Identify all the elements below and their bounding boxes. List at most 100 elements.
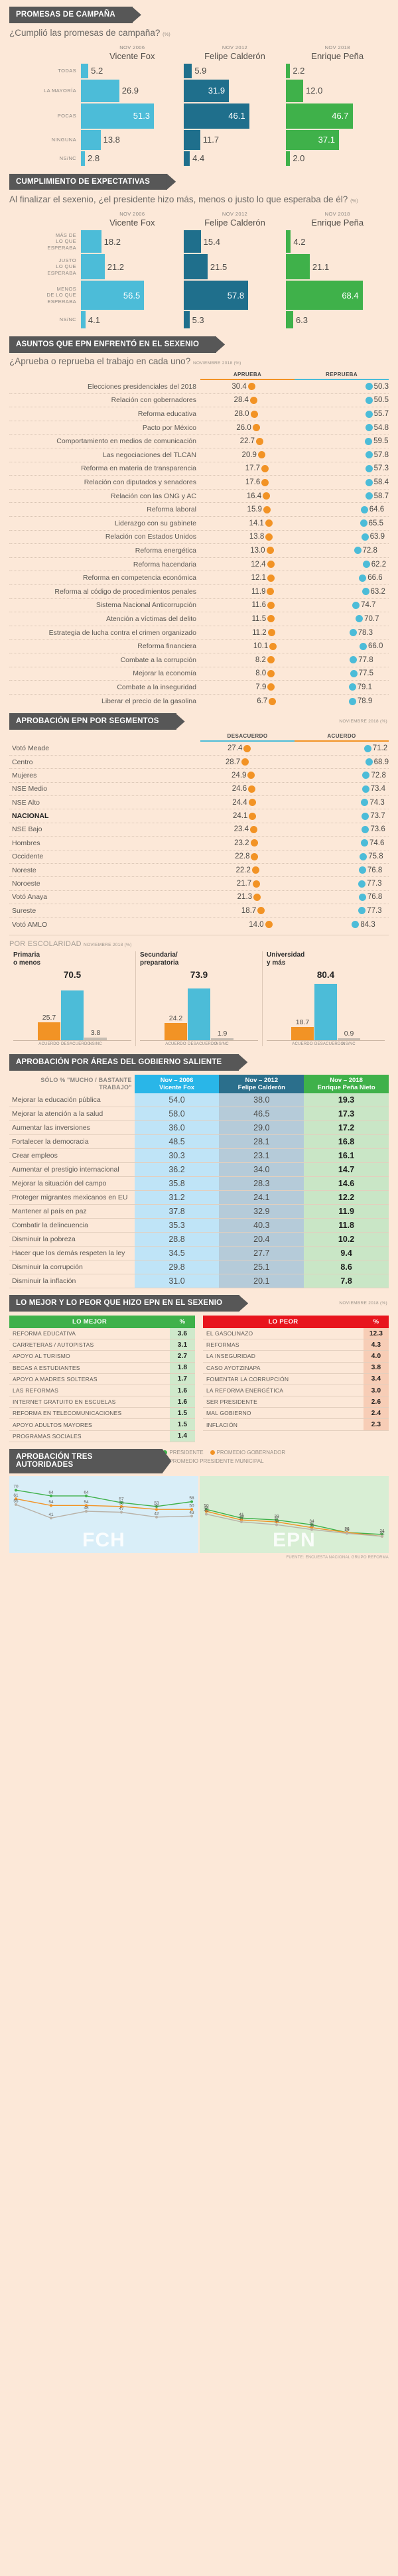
acuerdo-value: 76.8	[367, 893, 383, 902]
section7-banner: LO MEJOR Y LO PEOR QUE HIZO EPN EN EL SE…	[9, 1295, 240, 1312]
acuerdo-cell: 73.4	[295, 785, 389, 793]
desacuerdo-dot	[241, 758, 249, 766]
segment-label: Votó Anaya	[12, 893, 48, 902]
aprueba-cell: 14.1	[200, 519, 295, 527]
reprueba-dot	[350, 669, 358, 677]
area-value-pena: 12.2	[304, 1190, 389, 1205]
table-row: Mejorar la economía 8.0 77.5	[9, 667, 389, 681]
bar-row-label: JUSTO LO QUE ESPERABA	[47, 257, 76, 276]
area-value-pena: 10.2	[304, 1232, 389, 1247]
acuerdo-cell: 74.6	[295, 839, 389, 847]
area-value-fox: 28.8	[134, 1232, 220, 1247]
lo-peor-label: FOMENTAR LA CORRUPCIÓN	[203, 1373, 364, 1385]
lo-peor-label: EL GASOLINAZO	[203, 1327, 364, 1340]
lo-peor-value: 4.0	[364, 1350, 389, 1363]
bar: 46.7	[286, 103, 353, 129]
list-item: APOYO A MADRES SOLTERAS 1.7	[9, 1373, 195, 1385]
aprueba-dot	[267, 574, 275, 582]
aprueba-cell: 11.6	[200, 601, 295, 609]
escolaridad-bar-value: 25.7	[42, 1013, 56, 1022]
aprueba-dot	[267, 561, 275, 569]
aprueba-cell: 7.9	[200, 683, 295, 691]
area-value-fox: 48.5	[134, 1134, 220, 1149]
acuerdo-dot	[358, 907, 366, 915]
aprueba-dot	[265, 533, 273, 541]
area-label: Mejorar la atención a la salud	[12, 1110, 103, 1119]
acuerdo-dot	[362, 772, 370, 780]
column-name: Felipe Calderón	[204, 218, 265, 228]
area-value-calderon: 25.1	[219, 1260, 304, 1274]
section2-banner-row: CUMPLIMIENTO DE EXPECTATIVAS	[9, 173, 389, 190]
svg-text:64: 64	[48, 1491, 54, 1495]
table-row: Proteger migrantes mexicanos en EU 31.2 24…	[9, 1190, 389, 1205]
row-label: Reforma energética	[135, 546, 196, 555]
segment-label: Noroeste	[12, 880, 40, 888]
table-row: NSE Bajo 23.4 73.6	[9, 823, 389, 837]
row-label: Combate a la corrupción	[120, 655, 196, 664]
escolaridad-group: Secundaria/preparatoria 73.9 24.2 1.9 ACUERD…	[135, 951, 262, 1046]
reprueba-dot	[365, 478, 373, 486]
bar-row-label: TODAS	[58, 67, 76, 74]
bar-cell: 5.9	[183, 63, 287, 78]
escolaridad-bar-value: 24.2	[168, 1014, 183, 1023]
acuerdo-cell: 76.8	[295, 893, 389, 901]
table-row: Reforma al código de procedimientos pena…	[9, 585, 389, 599]
aprueba-value: 6.7	[257, 697, 268, 705]
section3-question: ¿Aprueba o reprueba el trabajo en cada u…	[9, 356, 389, 368]
section1-question: ¿Cumplió las promesas de campaña? (%)	[9, 28, 389, 39]
bar-cell: 26.9	[81, 79, 184, 102]
aprueba-dot	[267, 669, 275, 677]
reprueba-cell: 59.5	[295, 437, 389, 445]
svg-text:26: 26	[344, 1527, 350, 1532]
section2-banner: CUMPLIMIENTO DE EXPECTATIVAS	[9, 173, 168, 190]
reprueba-dot	[348, 683, 356, 691]
reprueba-cell: 66.0	[295, 642, 389, 650]
svg-text:22: 22	[379, 1530, 385, 1535]
aprueba-dot	[266, 547, 274, 555]
lo-mejor-label: APOYO ADULTOS MAYORES	[9, 1418, 170, 1431]
area-label: Disminuir la pobreza	[12, 1235, 76, 1244]
reprueba-value: 72.8	[362, 546, 377, 555]
escolaridad-bar: 18.7	[291, 1018, 314, 1040]
desacuerdo-dot	[251, 866, 259, 874]
lo-mejor-label: REFORMA EDUCATIVA	[9, 1327, 170, 1340]
aprueba-cell: 28.0	[200, 410, 295, 418]
aprueba-value: 17.6	[245, 478, 261, 486]
area-value-calderon: 23.1	[219, 1148, 304, 1163]
reprueba-cell: 58.7	[295, 492, 389, 500]
areas-head-fox: Nov – 2006 Vicente Fox	[134, 1074, 220, 1094]
reprueba-value: 77.5	[358, 669, 374, 678]
aprueba-value: 8.2	[255, 655, 266, 664]
escolaridad-headline: 73.9	[190, 969, 208, 980]
section3-banner-row: ASUNTOS QUE EPN ENFRENTÓ EN EL SEXENIO	[9, 336, 389, 353]
bar-row: LA MAYORÍA 26.9 31.9 12.0	[9, 79, 389, 102]
aprueba-value: 7.9	[255, 683, 267, 691]
reprueba-cell: 57.3	[295, 464, 389, 472]
reprueba-cell: 64.6	[295, 506, 389, 513]
desacuerdo-dot	[247, 772, 255, 780]
desacuerdo-dot	[251, 852, 259, 860]
aprueba-cell: 11.2	[200, 629, 295, 637]
aprueba-cell: 11.5	[200, 615, 295, 623]
acuerdo-value: 77.3	[367, 880, 382, 888]
desacuerdo-cell: 28.7	[200, 758, 295, 766]
list-item: PROGRAMAS SOCIALES 1.4	[9, 1430, 195, 1442]
bar-value: 21.2	[107, 261, 125, 272]
bar	[286, 230, 291, 253]
bar-value: 11.7	[202, 135, 220, 145]
desacuerdo-dot	[248, 799, 256, 807]
segment-label: NACIONAL	[12, 812, 49, 821]
bar: 31.9	[183, 79, 230, 102]
acuerdo-cell: 68.9	[295, 758, 389, 766]
bar: 57.8	[183, 281, 249, 310]
acuerdo-dot	[365, 758, 373, 766]
lo-mejor-value: 3.1	[170, 1339, 195, 1351]
aprueba-value: 11.6	[251, 601, 266, 610]
bar-row-label: MENOS DE LO QUE ESPERABA	[46, 285, 76, 305]
bar-value: 26.9	[121, 86, 139, 96]
lo-peor-label: LA INSEGURIDAD	[203, 1350, 364, 1363]
table-row: Atención a víctimas del delito 11.5 70.7	[9, 612, 389, 626]
desacuerdo-value: 24.1	[232, 812, 248, 821]
section3-table-head: APRUEBA REPRUEBA	[9, 372, 389, 381]
area-value-calderon: 20.1	[219, 1274, 304, 1288]
